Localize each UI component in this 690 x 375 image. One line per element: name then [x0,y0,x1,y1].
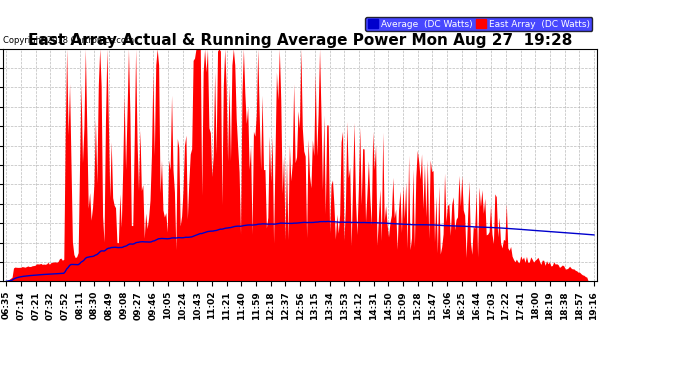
Legend: Average  (DC Watts), East Array  (DC Watts): Average (DC Watts), East Array (DC Watts… [366,17,592,31]
Text: Copyright 2018 Cartronics.com: Copyright 2018 Cartronics.com [3,36,135,45]
Title: East Array Actual & Running Average Power Mon Aug 27  19:28: East Array Actual & Running Average Powe… [28,33,572,48]
